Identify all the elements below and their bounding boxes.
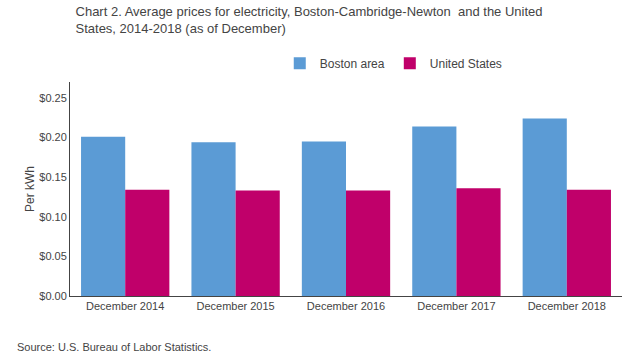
svg-text:December 2018: December 2018 [528,300,606,312]
svg-text:$0.20: $0.20 [39,131,67,143]
svg-text:December 2014: December 2014 [86,300,164,312]
svg-text:Source: U.S. Bureau of Labor S: Source: U.S. Bureau of Labor Statistics. [17,341,211,353]
svg-text:December 2015: December 2015 [196,300,274,312]
svg-text:Chart 2. Average prices for el: Chart 2. Average prices for electricity,… [76,4,543,36]
svg-text:$0.05: $0.05 [39,250,67,262]
svg-text:$0.25: $0.25 [39,92,67,104]
svg-text:Per kWh: Per kWh [23,166,37,212]
svg-text:$0.10: $0.10 [39,211,67,223]
svg-text:$0.00: $0.00 [39,290,67,302]
svg-text:United States: United States [430,57,502,71]
svg-text:$0.15: $0.15 [39,171,67,183]
svg-text:December 2017: December 2017 [417,300,495,312]
svg-text:Boston area: Boston area [320,57,385,71]
svg-text:December 2016: December 2016 [307,300,385,312]
